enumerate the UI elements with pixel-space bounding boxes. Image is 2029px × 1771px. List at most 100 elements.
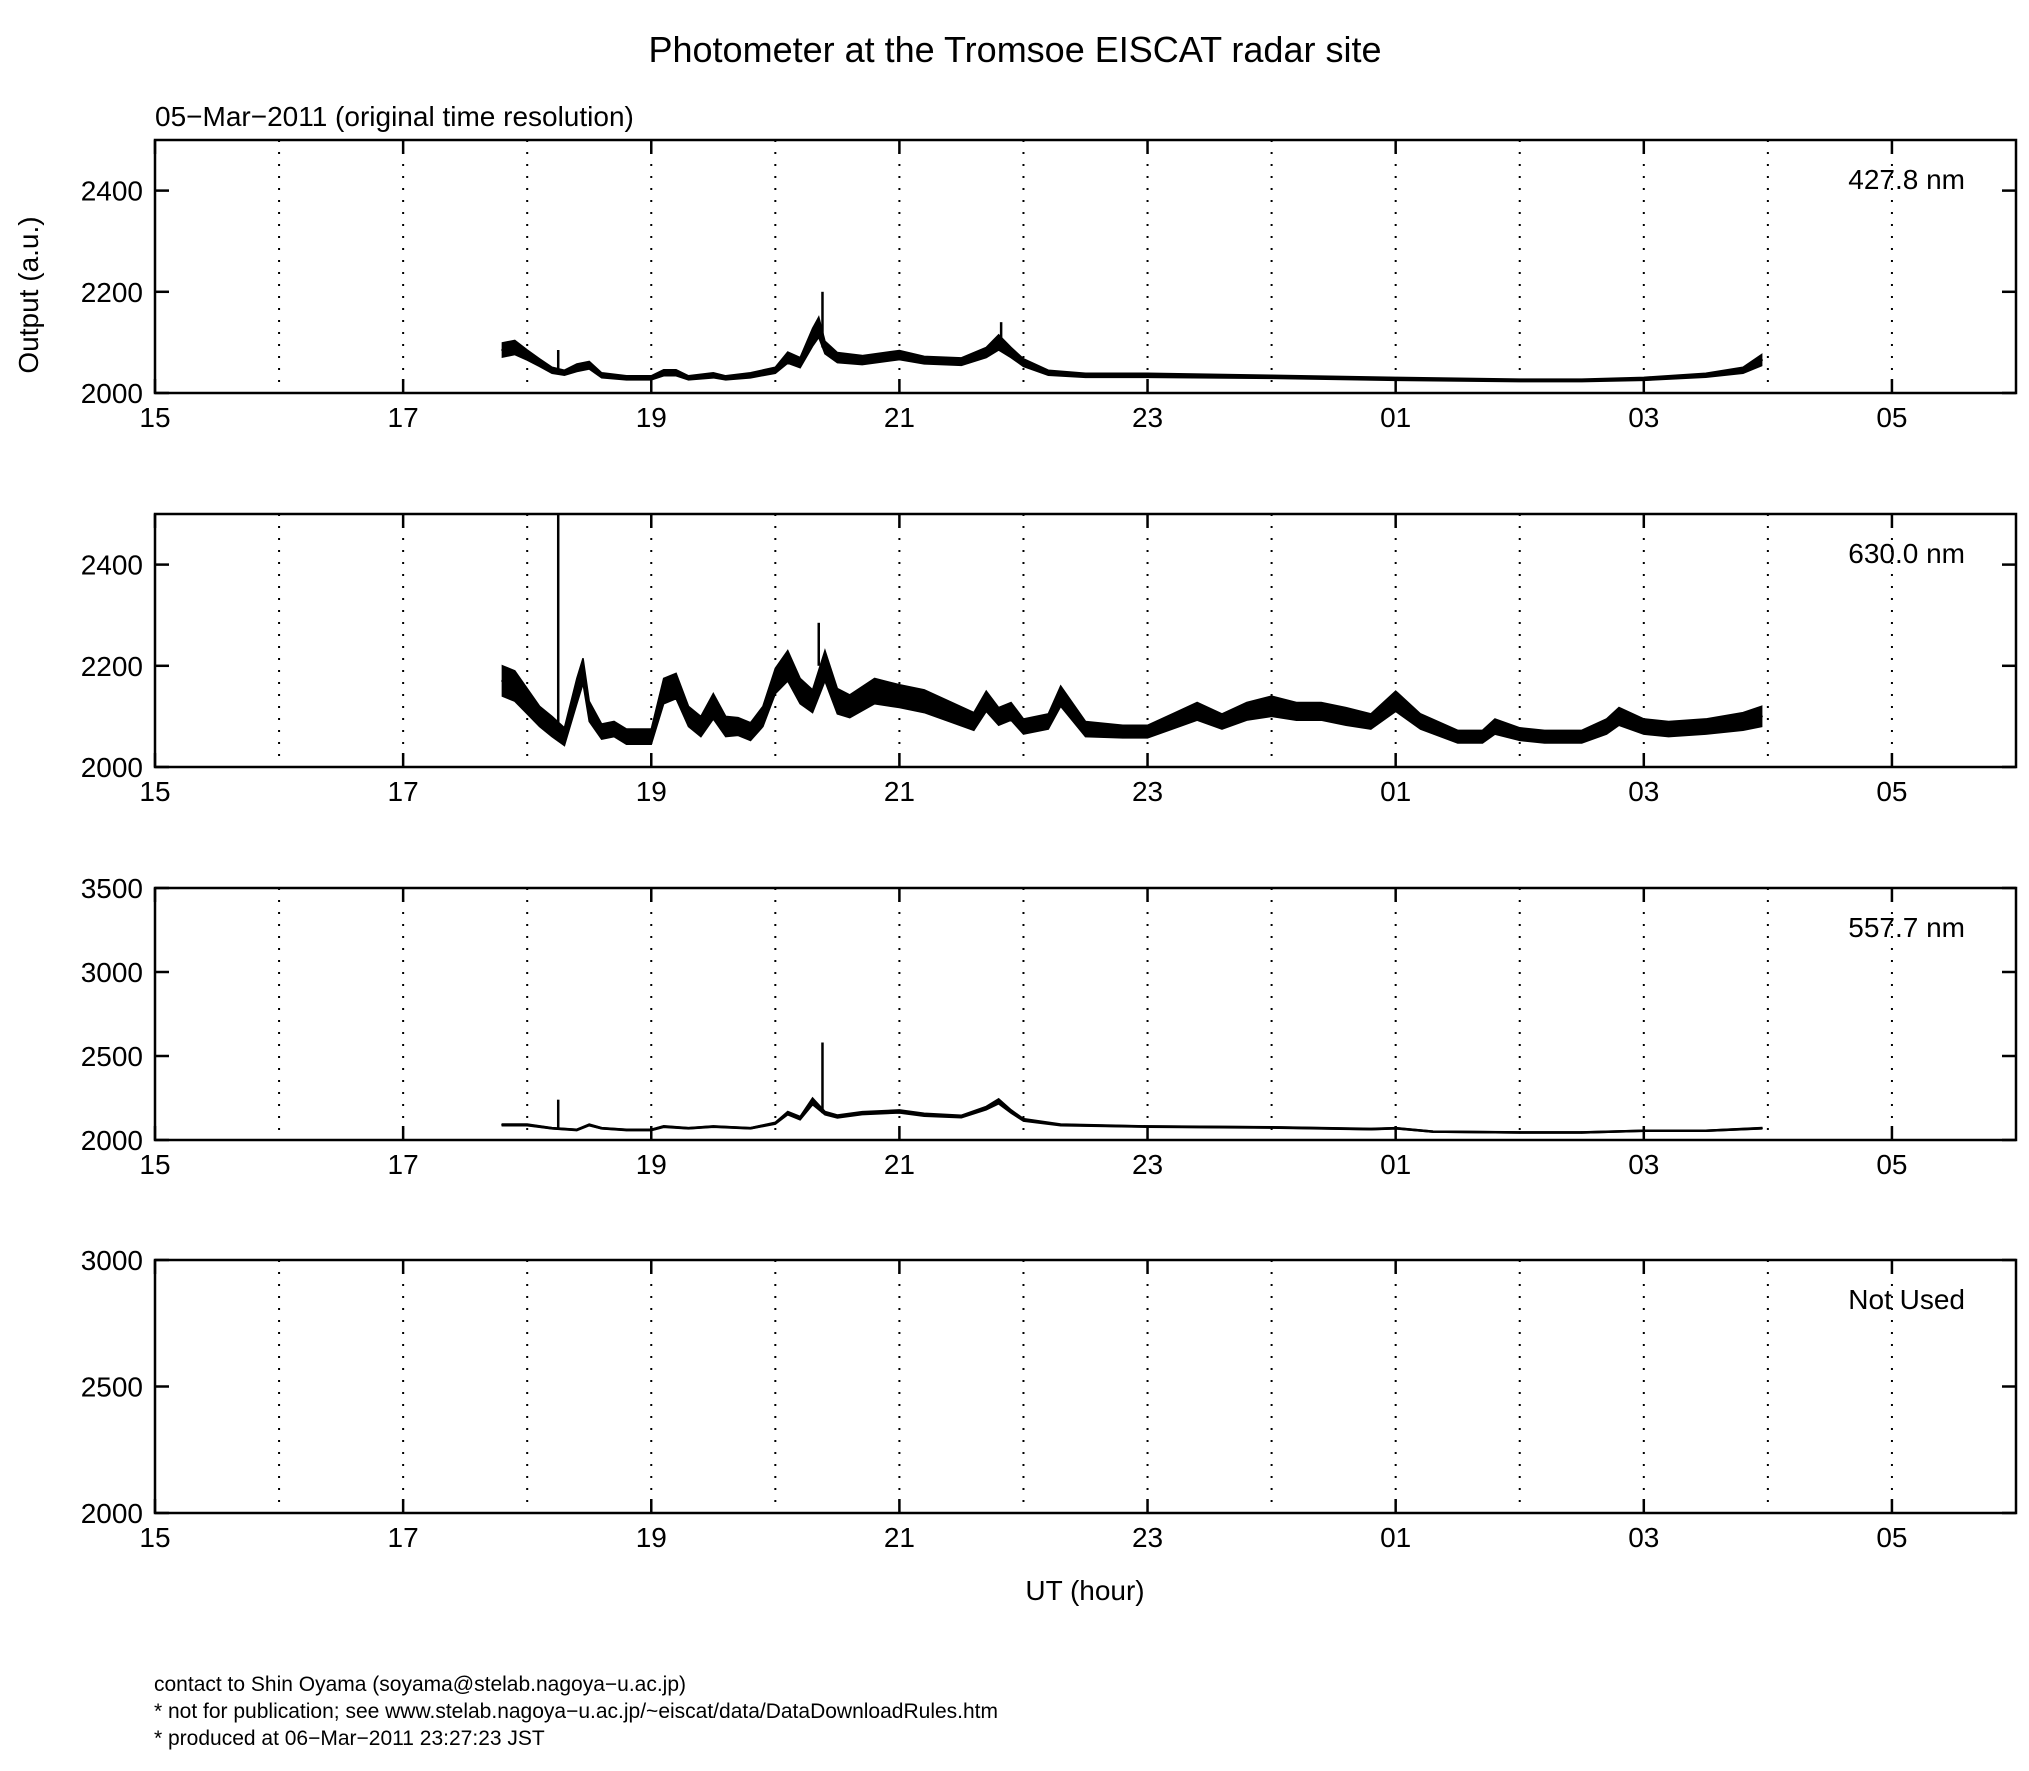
data-point xyxy=(836,1115,839,1118)
y-tick-label: 2000 xyxy=(81,1498,143,1529)
data-point xyxy=(1580,1131,1583,1134)
y-tick-label: 2200 xyxy=(81,651,143,682)
data-point xyxy=(588,363,591,367)
data-point xyxy=(1084,727,1087,731)
data-point xyxy=(1320,710,1323,713)
data-point xyxy=(823,1111,827,1115)
data-point xyxy=(860,1111,864,1115)
series-line xyxy=(502,1099,1762,1134)
data-point xyxy=(1704,725,1708,728)
data-point xyxy=(1022,725,1025,728)
y-tick-label: 3000 xyxy=(81,957,143,988)
data-point xyxy=(526,1123,529,1127)
data-point xyxy=(985,1106,988,1110)
x-tick-label: 01 xyxy=(1380,1149,1411,1180)
data-point xyxy=(662,371,665,374)
data-point xyxy=(1146,730,1149,733)
data-point xyxy=(1704,1129,1708,1132)
data-point xyxy=(1741,369,1745,372)
footer-produced-note: * produced at 06−Mar−2011 23:27:23 JST xyxy=(154,1727,545,1750)
data-point xyxy=(1245,710,1248,713)
y-tick-label: 2400 xyxy=(81,550,143,581)
data-point xyxy=(588,1123,591,1127)
x-tick-label: 21 xyxy=(884,776,915,807)
x-tick-label: 15 xyxy=(139,1149,170,1180)
data-point xyxy=(1047,720,1050,723)
data-point xyxy=(817,326,820,329)
data-point xyxy=(1022,1118,1025,1122)
footer-notes: contact to Shin Oyama (soyama@stelab.nag… xyxy=(154,1671,998,1752)
data-point xyxy=(538,361,541,364)
x-tick-label: 17 xyxy=(388,1522,419,1553)
x-axis-label: UT (hour) xyxy=(1025,1575,1144,1606)
data-point xyxy=(1047,371,1050,374)
data-point xyxy=(798,689,802,693)
data-point xyxy=(588,710,591,713)
data-point xyxy=(1741,720,1745,723)
footer-contact: contact to Shin Oyama (soyama@stelab.nag… xyxy=(154,1673,687,1696)
data-point xyxy=(1146,374,1149,377)
data-point xyxy=(997,341,1000,344)
data-point xyxy=(662,689,665,693)
data-point xyxy=(712,374,715,377)
x-tick-label: 19 xyxy=(636,402,667,433)
data-point xyxy=(860,358,864,362)
data-point xyxy=(563,371,566,374)
data-point xyxy=(898,694,901,698)
data-point xyxy=(600,730,603,733)
y-tick-label: 2000 xyxy=(81,752,143,783)
panel-1: 15 17 19 21 23 01 03 05 2000 2200 2400 427.8 nm xyxy=(81,138,2018,433)
data-point xyxy=(513,684,516,688)
data-point xyxy=(526,700,529,703)
x-tick-label: 21 xyxy=(884,1522,915,1553)
data-point xyxy=(923,700,926,703)
data-point xyxy=(1580,735,1583,738)
x-tick-label: 15 xyxy=(139,402,170,433)
y-tick-label: 2000 xyxy=(81,1125,143,1156)
x-tick-label: 19 xyxy=(636,1149,667,1180)
data-point xyxy=(1493,725,1497,728)
data-point xyxy=(960,360,963,363)
data-point xyxy=(923,358,926,362)
data-point xyxy=(749,1127,752,1130)
data-point xyxy=(600,374,603,377)
data-point xyxy=(674,371,678,374)
data-point xyxy=(811,336,814,339)
footer-publication-note: * not for publication; see www.stelab.na… xyxy=(154,1700,998,1723)
data-point xyxy=(724,376,727,380)
data-point xyxy=(625,376,628,380)
data-point xyxy=(1543,735,1546,738)
data-point xyxy=(650,735,653,738)
series-band xyxy=(501,315,1763,383)
x-tick-label: 23 xyxy=(1132,1522,1163,1553)
data-point xyxy=(538,715,541,718)
data-point xyxy=(1369,1127,1373,1131)
panel-3: 15 17 19 21 23 01 03 05 2000 2500 3000 3500 557.7 nm xyxy=(81,873,2018,1180)
data-point xyxy=(1704,374,1708,377)
y-tick-label: 3500 xyxy=(81,873,143,904)
data-point xyxy=(960,1115,963,1118)
data-point xyxy=(1456,735,1459,738)
data-point xyxy=(712,705,715,708)
data-point xyxy=(1022,361,1025,364)
data-point xyxy=(1344,715,1348,718)
x-tick-label: 17 xyxy=(388,776,419,807)
data-point xyxy=(798,361,802,364)
x-tick-label: 01 xyxy=(1380,1522,1411,1553)
data-point xyxy=(1481,735,1484,738)
data-point xyxy=(1518,1131,1521,1134)
data-point xyxy=(1171,720,1174,723)
data-point xyxy=(1121,730,1124,733)
y-tick-label: 3000 xyxy=(81,1245,143,1276)
data-point xyxy=(1084,374,1087,377)
data-point xyxy=(563,735,566,738)
data-point xyxy=(575,689,579,693)
data-point xyxy=(575,1128,579,1132)
x-tick-label: 03 xyxy=(1628,402,1659,433)
data-point xyxy=(550,1127,554,1130)
x-tick-label: 19 xyxy=(636,1522,667,1553)
x-tick-label: 03 xyxy=(1628,1522,1659,1553)
plot-frame xyxy=(153,138,2018,395)
data-point xyxy=(724,725,727,728)
data-point xyxy=(600,1127,603,1130)
